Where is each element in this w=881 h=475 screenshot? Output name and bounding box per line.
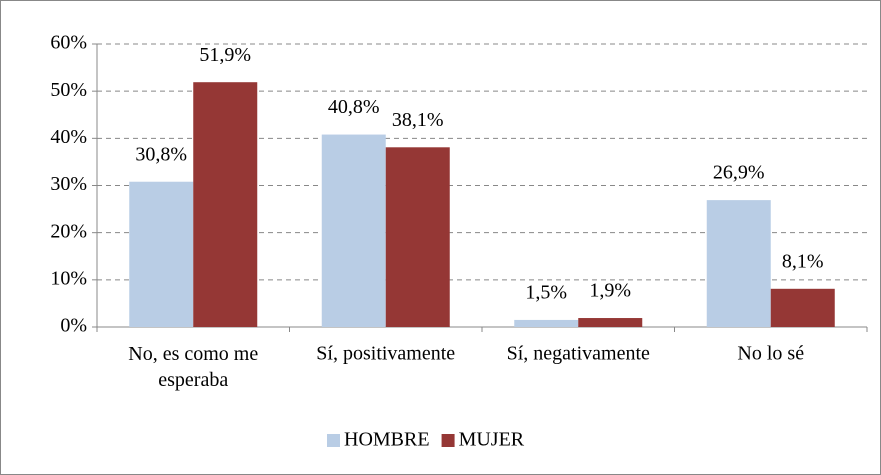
value-label: 26,9% [713, 162, 765, 184]
value-label: 8,1% [782, 250, 824, 272]
y-tick-label: 50% [50, 79, 87, 101]
bar [129, 181, 194, 327]
value-label: 51,9% [199, 44, 251, 66]
y-tick-label: 10% [50, 267, 87, 289]
bar [514, 319, 579, 327]
bar [321, 134, 386, 327]
legend-label: HOMBRE [344, 429, 430, 451]
y-tick-label: 60% [50, 32, 87, 54]
y-tick-label: 20% [50, 220, 87, 242]
legend-label: MUJER [459, 429, 525, 451]
y-tick-label: 0% [60, 315, 87, 337]
bar [193, 82, 258, 327]
bar [385, 147, 450, 327]
y-tick-label: 40% [50, 126, 87, 148]
bar [706, 200, 771, 327]
y-tick-label: 30% [50, 173, 87, 195]
value-label: 1,9% [589, 280, 631, 302]
value-label: 40,8% [328, 96, 380, 118]
x-tick-label: No lo sé [737, 343, 804, 365]
value-label: 30,8% [135, 143, 187, 165]
x-tick-label: Sí, negativamente [507, 343, 650, 365]
x-tick-label: No, es como me esperaba [128, 343, 258, 391]
value-label: 38,1% [392, 109, 444, 131]
bar [578, 318, 643, 327]
value-label: 1,5% [525, 282, 567, 304]
x-tick-label: Sí, positivamente [316, 343, 455, 365]
legend-swatch [327, 434, 340, 447]
legend-swatch [441, 434, 455, 447]
bar [770, 288, 835, 327]
